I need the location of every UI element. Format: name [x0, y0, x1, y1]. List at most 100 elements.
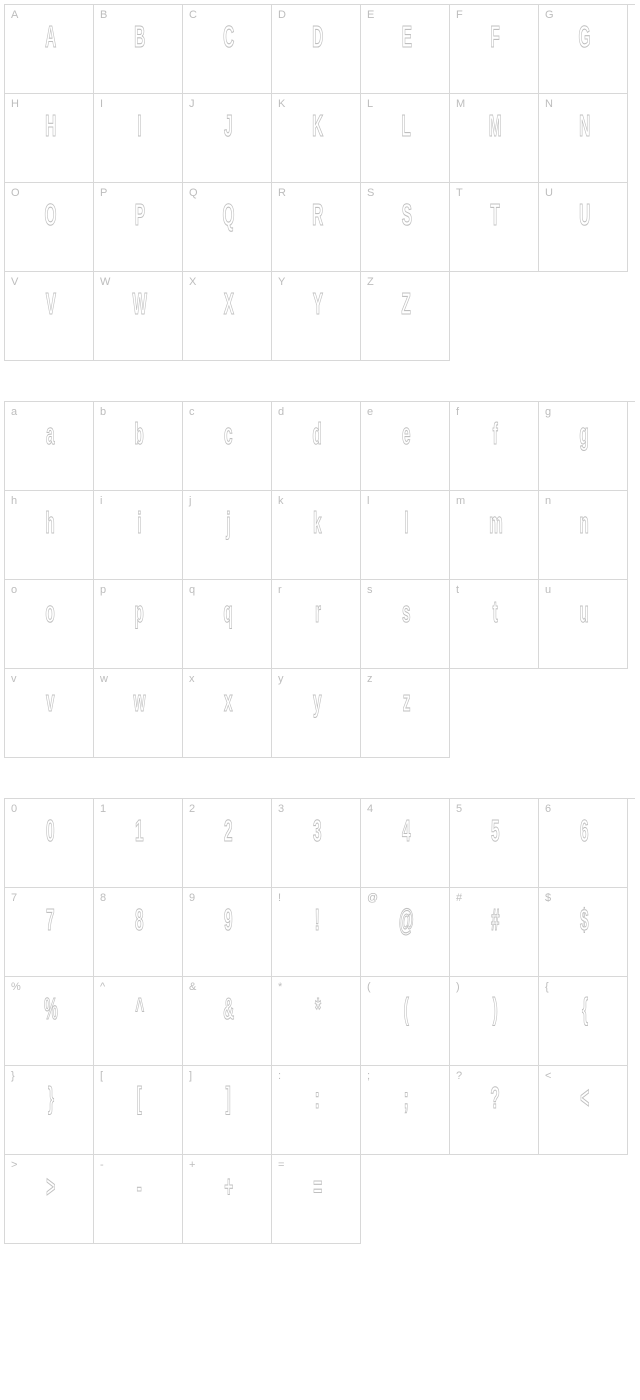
- glyph-preview: x: [203, 681, 253, 721]
- glyph-preview: 9: [203, 900, 253, 940]
- glyph-cell: --: [94, 1155, 183, 1244]
- glyph-preview: Z: [381, 284, 431, 324]
- key-label: :: [278, 1070, 281, 1082]
- glyph-cell: nn: [539, 491, 628, 580]
- glyph-cell: 77: [5, 888, 94, 977]
- glyph-cell: kk: [272, 491, 361, 580]
- key-label: G: [545, 9, 554, 21]
- glyph-preview: h: [25, 503, 75, 543]
- glyph-cell: uu: [539, 580, 628, 669]
- key-label: V: [11, 276, 18, 288]
- key-label: 8: [100, 892, 106, 904]
- glyph-preview: ?: [470, 1078, 520, 1118]
- glyph-cell: [[: [94, 1066, 183, 1155]
- glyph-preview: X: [203, 284, 253, 324]
- key-label: d: [278, 406, 284, 418]
- key-label: v: [11, 673, 17, 685]
- glyph-cell: ::: [272, 1066, 361, 1155]
- glyph-preview: =: [292, 1167, 342, 1207]
- key-label: ): [456, 981, 460, 993]
- key-label: k: [278, 495, 284, 507]
- glyph-cell: TT: [450, 183, 539, 272]
- key-label: 1: [100, 803, 106, 815]
- glyph-preview: m: [470, 503, 520, 543]
- section-uppercase: AABBCCDDEEFFGGHHIIJJKKLLMMNNOOPPQQRRSSTT…: [4, 4, 635, 361]
- glyph-cell: bb: [94, 402, 183, 491]
- key-label: l: [367, 495, 369, 507]
- key-label: @: [367, 892, 378, 904]
- key-label: =: [278, 1159, 284, 1171]
- glyph-preview: f: [470, 414, 520, 454]
- key-label: F: [456, 9, 463, 21]
- glyph-cell: hh: [5, 491, 94, 580]
- glyph-cell: }}: [5, 1066, 94, 1155]
- glyph-cell: >>: [5, 1155, 94, 1244]
- glyph-cell: AA: [5, 5, 94, 94]
- glyph-preview: 4: [381, 811, 431, 851]
- glyph-cell: yy: [272, 669, 361, 758]
- key-label: ]: [189, 1070, 192, 1082]
- glyph-preview: ^: [114, 989, 164, 1029]
- glyph-preview: C: [203, 17, 253, 57]
- glyph-preview: L: [381, 106, 431, 146]
- glyph-cell: ZZ: [361, 272, 450, 361]
- glyph-cell: 33: [272, 799, 361, 888]
- glyph-preview: s: [381, 592, 431, 632]
- glyph-cell: UU: [539, 183, 628, 272]
- glyph-cell: 11: [94, 799, 183, 888]
- glyph-cell: qq: [183, 580, 272, 669]
- key-label: P: [100, 187, 107, 199]
- glyph-preview: n: [559, 503, 609, 543]
- glyph-preview: E: [381, 17, 431, 57]
- glyph-cell: !!: [272, 888, 361, 977]
- glyph-cell: ii: [94, 491, 183, 580]
- glyph-cell: zz: [361, 669, 450, 758]
- glyph-preview: O: [25, 195, 75, 235]
- glyph-cell: DD: [272, 5, 361, 94]
- glyph-preview: w: [114, 681, 164, 721]
- glyph-cell: 66: [539, 799, 628, 888]
- glyph-preview: @: [381, 900, 431, 940]
- key-label: &: [189, 981, 196, 993]
- glyph-preview: %: [25, 989, 75, 1029]
- glyph-cell: ??: [450, 1066, 539, 1155]
- key-label: 2: [189, 803, 195, 815]
- glyph-preview: ): [470, 989, 520, 1029]
- glyph-cell: <<: [539, 1066, 628, 1155]
- key-label: (: [367, 981, 371, 993]
- key-label: u: [545, 584, 551, 596]
- glyph-cell: xx: [183, 669, 272, 758]
- key-label: $: [545, 892, 551, 904]
- glyph-cell: tt: [450, 580, 539, 669]
- glyph-cell: ##: [450, 888, 539, 977]
- glyph-cell: MM: [450, 94, 539, 183]
- glyph-cell: 22: [183, 799, 272, 888]
- glyph-cell: II: [94, 94, 183, 183]
- glyph-cell: ]]: [183, 1066, 272, 1155]
- key-label: Y: [278, 276, 285, 288]
- glyph-preview: A: [25, 17, 75, 57]
- glyph-preview: !: [292, 900, 342, 940]
- glyph-preview: J: [203, 106, 253, 146]
- key-label: 5: [456, 803, 462, 815]
- glyph-cell: YY: [272, 272, 361, 361]
- glyph-cell: WW: [94, 272, 183, 361]
- glyph-cell: PP: [94, 183, 183, 272]
- glyph-cell: KK: [272, 94, 361, 183]
- glyph-cell: ^^: [94, 977, 183, 1066]
- glyph-cell: RR: [272, 183, 361, 272]
- glyph-cell: SS: [361, 183, 450, 272]
- key-label: y: [278, 673, 284, 685]
- key-label: n: [545, 495, 551, 507]
- glyph-cell: 55: [450, 799, 539, 888]
- glyph-cell: mm: [450, 491, 539, 580]
- glyph-preview: j: [203, 503, 253, 543]
- glyph-cell: **: [272, 977, 361, 1066]
- glyph-preview: V: [25, 284, 75, 324]
- glyph-cell: gg: [539, 402, 628, 491]
- glyph-preview: d: [292, 414, 342, 454]
- key-label: W: [100, 276, 110, 288]
- glyph-preview: I: [114, 106, 164, 146]
- key-label: t: [456, 584, 459, 596]
- key-label: e: [367, 406, 373, 418]
